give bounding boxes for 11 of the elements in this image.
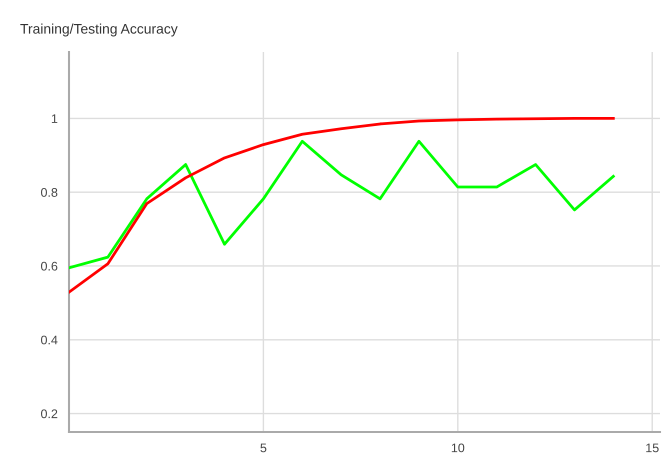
line-series [69,140,615,270]
x-tick-label: 5 [260,444,266,452]
y-tick-label: 0.8 [41,188,58,197]
y-tick-label: 1 [52,114,58,123]
y-tick-label: 0.2 [41,409,58,418]
x-tick-label: 15 [646,444,659,452]
line-series [69,117,615,294]
chart-title: Training/Testing Accuracy [20,24,178,36]
y-tick-label: 0.6 [41,262,58,271]
y-tick-label: 0.4 [41,336,58,344]
x-tick-label: 10 [452,443,464,452]
